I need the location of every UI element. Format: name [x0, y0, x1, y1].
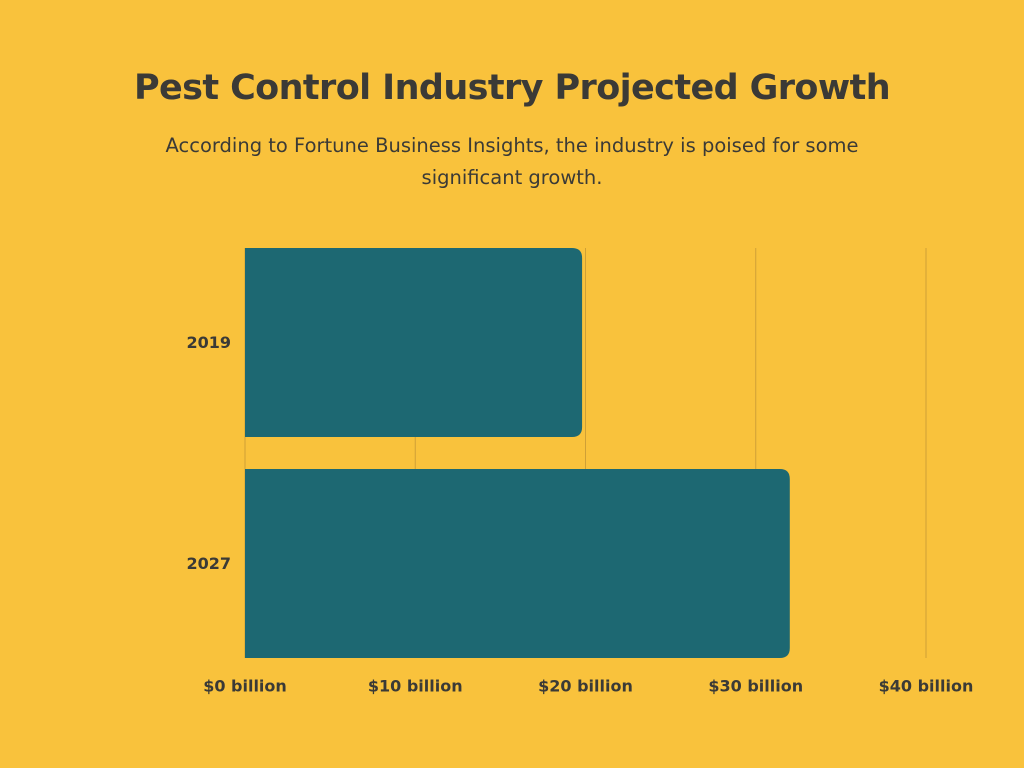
bar-2027: [245, 469, 790, 658]
category-label-2027: 2027: [186, 554, 231, 573]
category-labels: 2019 2027: [186, 333, 231, 573]
chart-subtitle: According to Fortune Business Insights, …: [165, 134, 859, 189]
bar-2019: [245, 248, 583, 437]
bars: [245, 248, 790, 658]
x-axis-tick-labels: $0 billion $10 billion $20 billion $30 bill…: [203, 677, 973, 696]
x-tick-label: $10 billion: [368, 677, 463, 696]
category-label-2019: 2019: [186, 333, 231, 352]
x-tick-label: $30 billion: [708, 677, 803, 696]
x-tick-label: $20 billion: [538, 677, 633, 696]
chart-title: Pest Control Industry Projected Growth: [133, 68, 891, 108]
x-tick-label: $0 billion: [203, 677, 287, 696]
x-tick-label: $40 billion: [879, 677, 974, 696]
